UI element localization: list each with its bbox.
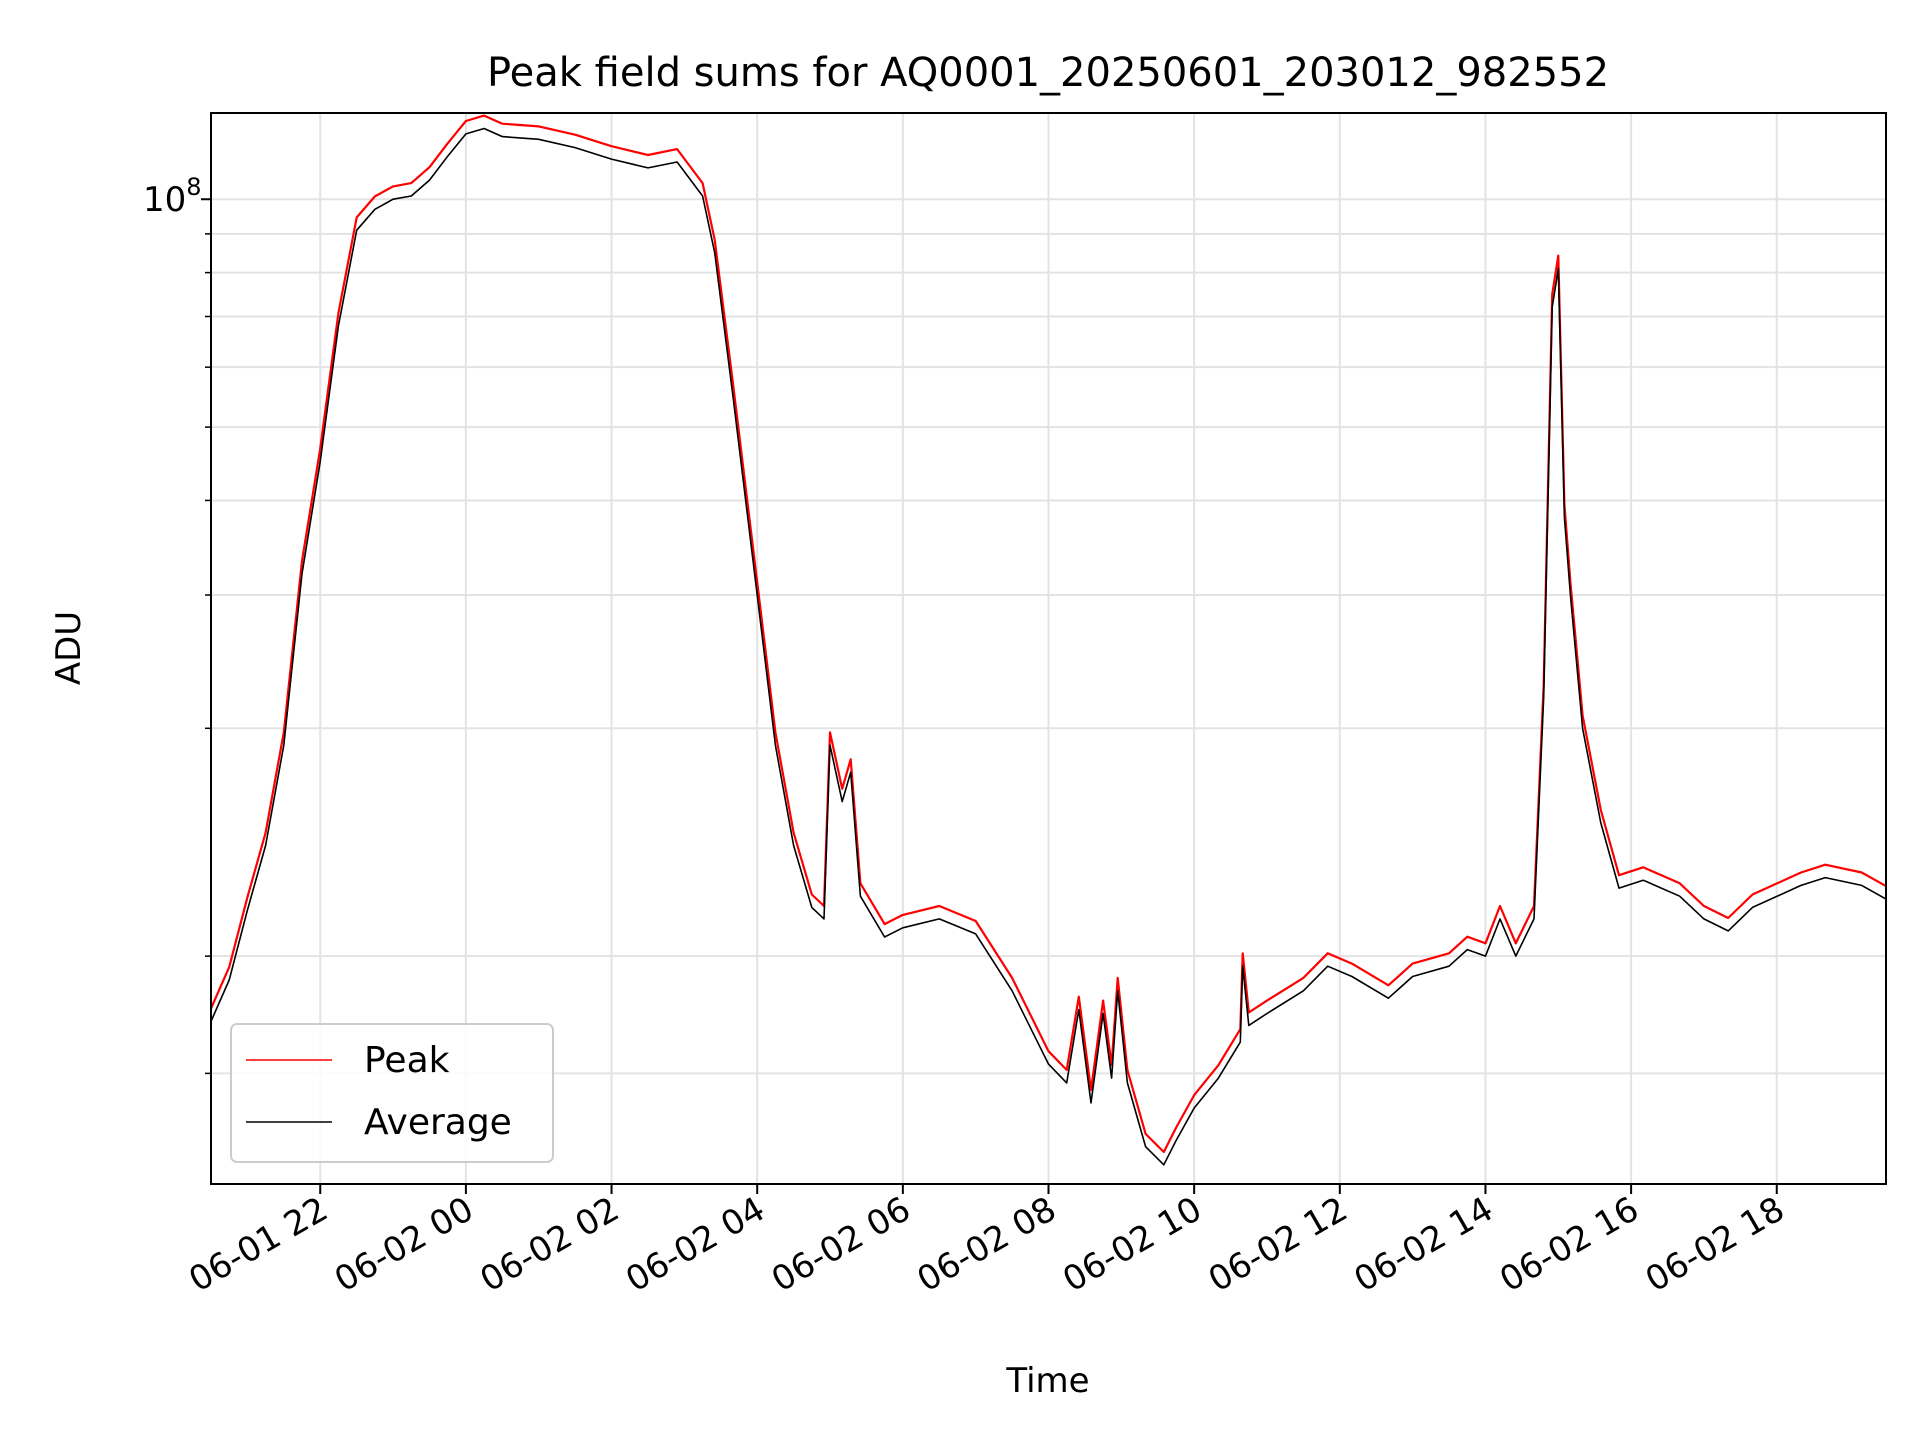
- y-axis-label: ADU: [49, 611, 89, 685]
- legend: Peak Average: [230, 1023, 554, 1163]
- series-line-average: [211, 127, 1886, 1166]
- legend-peak-label: Peak: [364, 1040, 450, 1081]
- x-axis-label: Time: [1005, 1361, 1089, 1401]
- grid: [211, 113, 1886, 1184]
- plot-frame: [210, 112, 1887, 1185]
- legend-average-label: Average: [364, 1102, 512, 1143]
- chart-title: Peak field sums for AQ0001_20250601_2030…: [487, 50, 1609, 96]
- legend-box: [230, 1023, 554, 1163]
- series: [211, 114, 1886, 1166]
